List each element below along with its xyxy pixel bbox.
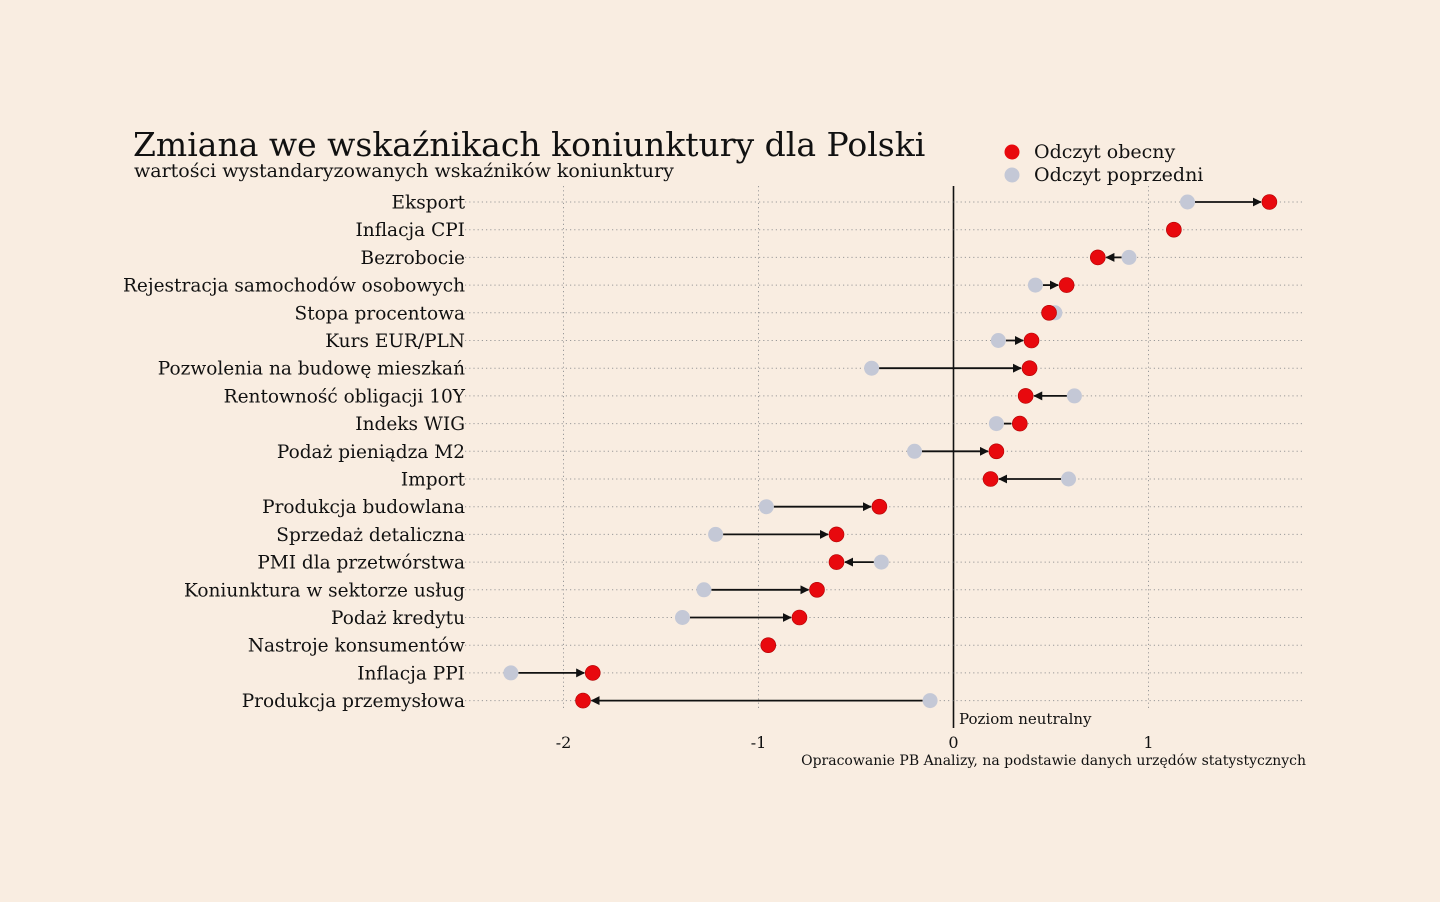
category-label: Pozwolenia na budowę mieszkań — [158, 359, 465, 380]
x-tick-label: 1 — [1143, 733, 1153, 752]
current-value-point — [1021, 360, 1038, 377]
category-label: Koniunktura w sektorze usług — [184, 580, 465, 601]
grid — [563, 186, 1149, 709]
previous-value-point — [1180, 194, 1195, 210]
previous-value-point — [907, 443, 922, 459]
x-tick-label: 0 — [948, 733, 958, 752]
current-value-point — [1023, 332, 1040, 349]
category-label: PMI dla przetwórstwa — [257, 553, 465, 574]
row-0: Eksport — [392, 193, 1305, 214]
previous-value-point — [990, 333, 1006, 348]
data-rows: Eksport Inflacja CPI Bezrobocie Rejestracja… — [123, 193, 1305, 712]
row-6: Pozwolenia na budowę mieszkań — [158, 359, 1305, 380]
previous-value-point — [708, 526, 724, 542]
current-value-point — [760, 637, 777, 654]
current-value-point — [1090, 249, 1106, 266]
previous-value-point — [1027, 277, 1043, 293]
row-4: Stopa procentowa — [295, 303, 1305, 324]
row-3: Rejestracja samochodów osobowych — [123, 276, 1305, 297]
row-5: Kurs EUR/PLN — [325, 331, 1305, 352]
row-12: Sprzedaż detaliczna — [276, 525, 1305, 546]
previous-value-point — [1061, 471, 1077, 487]
current-value-point — [1017, 388, 1034, 404]
x-axis-ticks: -2 -1 0 1 — [556, 733, 1154, 752]
legend: Odczyt obecny Odczyt poprzedni — [1004, 141, 1203, 186]
row-11: Produkcja budowlana — [262, 497, 1305, 518]
row-14: Koniunktura w sektorze usług — [184, 580, 1305, 601]
legend-marker-previous — [1004, 167, 1020, 183]
current-value-point — [828, 554, 845, 570]
x-tick-label: -1 — [751, 733, 767, 752]
legend-marker-current — [1004, 144, 1020, 160]
row-16: Nastroje konsumentów — [248, 636, 1305, 657]
category-label: Nastroje konsumentów — [248, 636, 465, 657]
category-label: Stopa procentowa — [295, 303, 465, 324]
row-17: Inflacja PPI — [357, 663, 1305, 684]
row-1: Inflacja CPI — [355, 220, 1305, 241]
chart-subtitle: wartości wystandaryzowanych wskaźników k… — [134, 160, 674, 182]
previous-value-point — [696, 582, 712, 598]
current-value-point — [828, 526, 845, 543]
current-value-point — [1041, 304, 1057, 321]
previous-value-point — [873, 554, 889, 570]
category-label: Inflacja CPI — [355, 220, 465, 241]
current-value-point — [809, 581, 825, 598]
category-label: Produkcja budowlana — [262, 497, 465, 518]
previous-value-point — [503, 665, 519, 681]
previous-value-point — [758, 499, 774, 515]
neutral-level-label: Poziom neutralny — [959, 710, 1092, 728]
legend-label-current: Odczyt obecny — [1034, 141, 1176, 163]
row-8: Indeks WIG — [355, 414, 1305, 435]
current-value-point — [575, 692, 591, 709]
previous-value-point — [1066, 388, 1082, 404]
previous-value-point — [988, 416, 1004, 432]
current-value-point — [982, 471, 999, 487]
row-2: Bezrobocie — [361, 248, 1305, 269]
row-10: Import — [401, 470, 1305, 491]
current-value-point — [1058, 277, 1075, 293]
current-value-point — [584, 665, 601, 681]
row-9: Podaż pieniądza M2 — [277, 442, 1305, 463]
row-15: Podaż kredytu — [331, 608, 1305, 629]
current-value-point — [871, 498, 888, 515]
current-value-point — [988, 443, 1005, 460]
category-label: Import — [401, 470, 466, 491]
row-13: PMI dla przetwórstwa — [257, 553, 1305, 574]
previous-value-point — [1121, 249, 1137, 265]
category-label: Kurs EUR/PLN — [325, 331, 465, 352]
category-label: Podaż pieniądza M2 — [277, 442, 465, 463]
category-label: Rejestracja samochodów osobowych — [123, 276, 465, 297]
previous-value-point — [864, 360, 880, 376]
previous-value-point — [674, 610, 690, 625]
previous-value-point — [922, 693, 938, 709]
source-note: Opracowanie PB Analizy, na podstawie dan… — [801, 753, 1306, 769]
category-label: Inflacja PPI — [357, 663, 465, 684]
category-label: Rentowność obligacji 10Y — [224, 386, 466, 407]
chart-title: Zmiana we wskaźnikach koniunktury dla Po… — [133, 125, 925, 164]
current-value-point — [1261, 194, 1278, 210]
current-value-point — [1011, 415, 1028, 432]
current-value-point — [1166, 221, 1182, 238]
x-tick-label: -2 — [556, 733, 572, 752]
category-label: Indeks WIG — [355, 414, 465, 435]
category-label: Podaż kredytu — [331, 608, 465, 629]
category-label: Sprzedaż detaliczna — [276, 525, 465, 546]
current-value-point — [791, 609, 808, 626]
category-label: Produkcja przemysłowa — [242, 691, 465, 712]
category-label: Eksport — [392, 193, 466, 214]
row-18: Produkcja przemysłowa — [242, 691, 1305, 712]
row-7: Rentowność obligacji 10Y — [224, 386, 1305, 407]
category-label: Bezrobocie — [361, 248, 466, 269]
legend-label-previous: Odczyt poprzedni — [1034, 164, 1203, 186]
